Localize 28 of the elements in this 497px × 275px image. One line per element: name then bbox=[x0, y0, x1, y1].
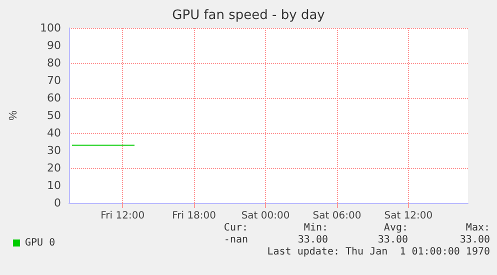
text: -nan bbox=[224, 234, 248, 246]
x-tick-label: Fri 18:00 bbox=[172, 210, 216, 222]
x-tick-label: Fri 12:00 bbox=[100, 210, 145, 222]
text: Last update: Thu Jan 1 01:00:00 1970 bbox=[267, 246, 490, 258]
y-tick-label: 80 bbox=[47, 56, 61, 70]
text: Max: bbox=[466, 222, 490, 234]
y-tick-label: 10 bbox=[47, 179, 61, 192]
y-tick-label: 20 bbox=[47, 162, 61, 174]
y-tick-label: 60 bbox=[47, 92, 61, 104]
y-tick-label: 70 bbox=[47, 74, 61, 87]
y-tick-label: 0 bbox=[54, 196, 61, 210]
text: 33.00 bbox=[378, 234, 408, 246]
text: Cur: bbox=[224, 222, 248, 234]
y-tick-label: 40 bbox=[47, 126, 61, 140]
y-tick-label: 50 bbox=[47, 109, 61, 122]
chart-title: GPU fan speed - by day bbox=[172, 8, 326, 23]
text: 33.00 bbox=[460, 234, 490, 246]
text: Avg: bbox=[384, 222, 408, 234]
x-tick-label: Sat 06:00 bbox=[312, 210, 362, 222]
x-tick-label: Sat 12:00 bbox=[384, 210, 433, 222]
y-tick-label: 30 bbox=[47, 144, 61, 157]
x-tick-label: Sat 00:00 bbox=[241, 210, 290, 222]
legend-label: GPU 0 bbox=[25, 238, 56, 248]
text: 33.00 bbox=[298, 234, 328, 246]
y-tick-label: 100 bbox=[40, 22, 61, 34]
text: Min: bbox=[304, 222, 328, 234]
y-tick-label: 90 bbox=[47, 39, 61, 52]
y-axis-title: % bbox=[8, 110, 20, 120]
